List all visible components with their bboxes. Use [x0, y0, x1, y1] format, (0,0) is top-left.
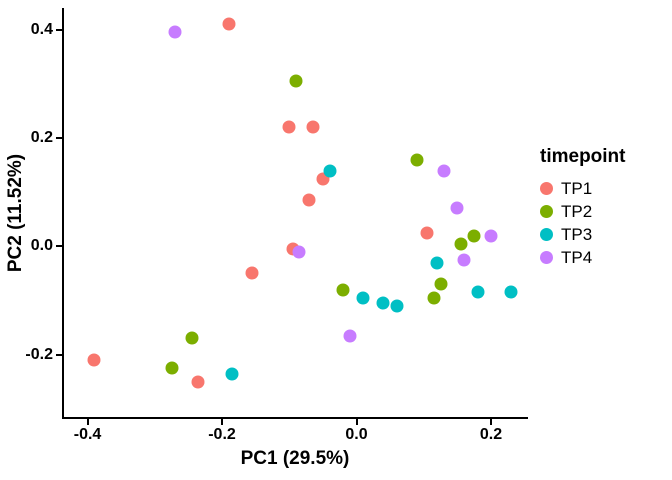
data-point-tp1 [245, 266, 259, 280]
data-point-tp1 [222, 17, 236, 31]
legend-item-label: TP3 [561, 224, 593, 244]
data-point-tp1 [87, 353, 101, 367]
data-point-tp2 [185, 331, 199, 345]
legend: timepoint TP1 TP2 TP3 TP4 [540, 146, 626, 269]
data-point-tp4 [292, 245, 306, 259]
data-point-tp4 [437, 164, 451, 178]
data-point-tp2 [434, 277, 448, 291]
y-tick-label: -0.2 [25, 345, 53, 363]
data-point-tp2 [336, 283, 350, 297]
y-tick-label: 0.2 [30, 129, 53, 146]
data-point-tp1 [420, 226, 434, 240]
legend-item-tp4: TP4 [540, 246, 626, 269]
data-point-tp3 [356, 291, 370, 305]
legend-key-dot [540, 205, 553, 218]
data-point-tp1 [306, 120, 320, 134]
x-tick-label: -0.4 [73, 426, 102, 443]
legend-item-label: TP2 [561, 201, 593, 221]
x-tick-mark [490, 419, 492, 425]
x-tick-label: 0.0 [345, 426, 368, 443]
data-point-tp2 [454, 237, 468, 251]
data-point-tp4 [450, 201, 464, 215]
x-tick-label: 0.2 [479, 426, 503, 443]
data-point-tp3 [504, 285, 518, 299]
x-tick-mark [221, 419, 224, 425]
data-point-tp1 [302, 193, 316, 207]
data-point-tp4 [168, 25, 182, 39]
legend-item-label: TP4 [561, 247, 593, 267]
y-tick-label: 0.0 [30, 237, 53, 255]
x-tick-mark [355, 419, 358, 425]
data-point-tp3 [376, 296, 390, 310]
x-tick-mark [86, 419, 89, 425]
legend-key-dot [540, 182, 553, 195]
legend-item-tp2: TP2 [540, 200, 626, 223]
data-point-tp2 [410, 153, 424, 167]
data-point-tp2 [427, 291, 441, 305]
data-point-tp3 [323, 164, 337, 178]
data-point-tp3 [471, 285, 485, 299]
y-tick-mark [56, 28, 62, 31]
data-point-tp1 [282, 120, 296, 134]
data-point-tp4 [343, 329, 357, 343]
legend-items: TP1 TP2 TP3 TP4 [540, 177, 626, 269]
data-point-tp3 [225, 367, 239, 381]
x-tick-label: -0.2 [208, 426, 236, 443]
legend-item-tp3: TP3 [540, 223, 626, 246]
data-point-tp1 [191, 375, 205, 389]
data-point-tp2 [289, 74, 303, 88]
data-point-tp3 [430, 256, 444, 270]
legend-key-dot [540, 251, 553, 264]
y-tick-mark [56, 245, 62, 248]
data-point-tp2 [165, 361, 179, 375]
y-tick-label: 0.4 [30, 20, 53, 38]
data-point-tp2 [467, 229, 481, 243]
data-point-tp4 [484, 229, 498, 243]
legend-item-label: TP1 [561, 178, 593, 198]
legend-title: timepoint [540, 146, 626, 167]
data-point-tp4 [457, 253, 471, 267]
legend-key-dot [540, 228, 553, 241]
y-tick-mark [56, 353, 62, 356]
y-tick-mark [56, 137, 62, 139]
plot-panel: -0.4 -0.2 0.0 0.2 -0.2 0.0 0.2 0.4 [25, 8, 528, 443]
x-axis-title: PC1 (29.5%) [240, 448, 350, 469]
legend-item-tp1: TP1 [540, 177, 626, 200]
y-axis-title: PC2 (11.52%) [5, 153, 26, 273]
data-point-tp3 [390, 299, 404, 313]
